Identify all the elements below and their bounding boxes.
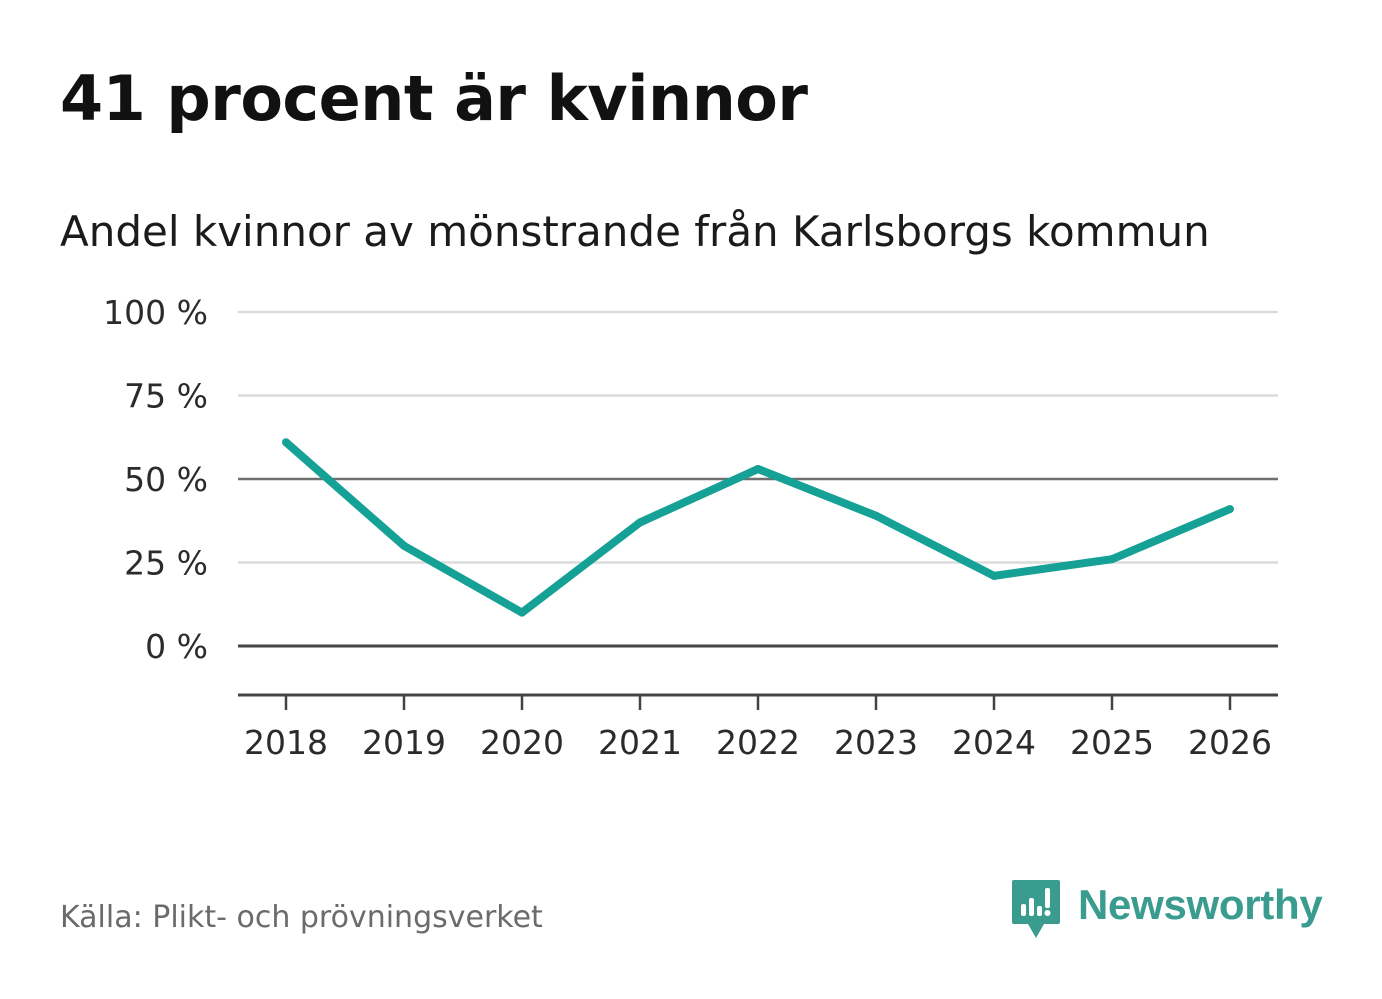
x-tick-label: 2025 (1070, 723, 1154, 762)
data-point-2020 (518, 608, 526, 617)
data-point-2024 (990, 571, 998, 580)
newsworthy-logo: Newsworthy (1010, 878, 1323, 940)
data-point-2018 (282, 438, 290, 447)
x-tick-label: 2023 (834, 723, 918, 762)
chart-subtitle: Andel kvinnor av mönstrande från Karlsbo… (60, 207, 1210, 256)
x-axis: 2018 2019 2020 2021 2022 2023 2024 2025 2026 (238, 693, 1278, 762)
x-tick-label: 2026 (1188, 723, 1272, 762)
y-tick-label: 100 % (103, 293, 208, 332)
x-tick-label: 2018 (244, 723, 328, 762)
y-tick-label: 50 % (124, 460, 208, 499)
y-tick-label: 0 % (145, 627, 208, 666)
data-point-2023 (872, 511, 880, 520)
x-tick-label: 2020 (480, 723, 564, 762)
gridlines (238, 310, 1278, 648)
y-tick-label: 25 % (124, 544, 208, 583)
x-tick-label: 2019 (362, 723, 446, 762)
x-tick-label: 2022 (716, 723, 800, 762)
data-point-2021 (636, 518, 644, 527)
series (282, 438, 1234, 617)
chart-title: 41 procent är kvinnor (60, 62, 808, 135)
data-point-2026 (1226, 505, 1234, 514)
source-note: Källa: Plikt- och prövningsverket (60, 900, 543, 935)
x-tick-label: 2024 (952, 723, 1036, 762)
newsworthy-logo-icon (1012, 880, 1060, 938)
y-axis: 0 % 25 % 50 % 75 % 100 % (103, 293, 208, 666)
data-point-2025 (1108, 555, 1116, 564)
data-point-2019 (400, 541, 408, 550)
x-tick-label: 2021 (598, 723, 682, 762)
newsworthy-logo-text: Newsworthy (1078, 881, 1323, 928)
data-point-2022 (754, 464, 762, 473)
y-tick-label: 75 % (124, 377, 208, 416)
